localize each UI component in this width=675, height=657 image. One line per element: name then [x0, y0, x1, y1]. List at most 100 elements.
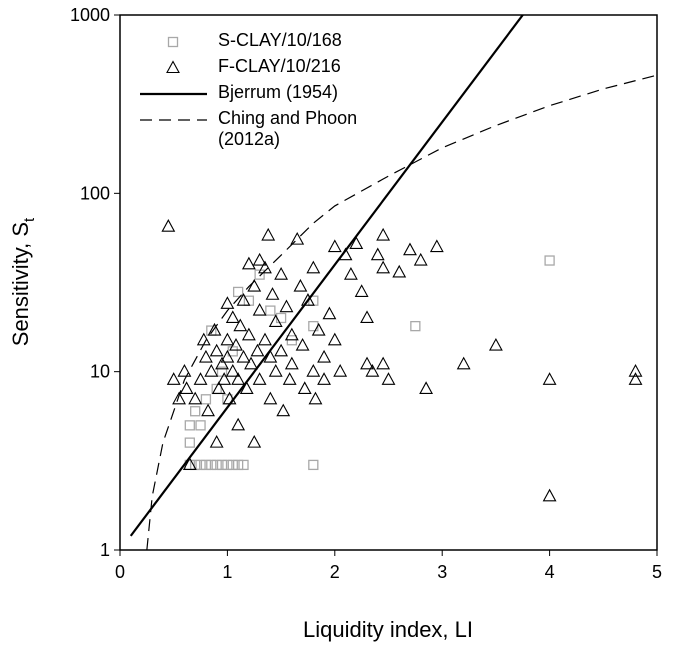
- triangle-marker: [284, 327, 299, 341]
- triangle-marker: [276, 403, 291, 417]
- triangle-marker: [403, 242, 417, 256]
- triangle-marker: [488, 337, 503, 351]
- triangle-marker: [306, 260, 321, 274]
- x-tick-label: 2: [330, 562, 340, 582]
- triangle-marker: [429, 239, 444, 253]
- triangle-marker: [274, 343, 289, 357]
- triangle-marker: [225, 310, 240, 324]
- square-marker: [184, 437, 195, 448]
- triangle-marker: [297, 381, 312, 394]
- square-marker: [265, 305, 276, 316]
- triangle-marker: [241, 327, 256, 341]
- triangle-marker: [236, 293, 251, 306]
- trend-line: [129, 15, 524, 537]
- legend-label: S-CLAY/10/168: [218, 30, 342, 50]
- triangle-marker: [247, 434, 262, 448]
- triangle-marker: [258, 260, 272, 274]
- x-tick-label: 3: [437, 562, 447, 582]
- x-tick-label: 1: [222, 562, 232, 582]
- square-marker: [227, 346, 238, 357]
- square-marker: [238, 459, 249, 471]
- square-marker: [232, 459, 244, 471]
- y-axis-label-sub: t: [21, 217, 38, 222]
- triangle-marker: [308, 391, 323, 405]
- triangle-marker: [542, 372, 557, 385]
- square-marker: [308, 459, 319, 471]
- legend-entry: Ching and Phoon (2012a): [218, 108, 357, 149]
- triangle-marker: [217, 372, 232, 385]
- triangle-marker: [333, 364, 348, 377]
- triangle-marker: [295, 337, 310, 351]
- triangle-marker: [233, 318, 248, 332]
- triangle-marker: [220, 332, 235, 346]
- triangle-marker: [293, 278, 308, 292]
- triangle-marker: [365, 364, 380, 377]
- triangle-marker: [542, 488, 557, 502]
- triangle-marker: [179, 381, 194, 394]
- trend-line: [146, 74, 657, 550]
- triangle-marker: [413, 252, 428, 266]
- triangle-marker: [198, 349, 213, 363]
- triangle-marker: [166, 372, 181, 385]
- square-marker: [222, 459, 233, 471]
- square-marker: [211, 459, 222, 471]
- triangle-marker: [327, 239, 342, 253]
- plot-area: [129, 15, 657, 550]
- triangle-marker: [392, 264, 407, 278]
- triangle-marker: [419, 381, 434, 394]
- triangle-marker: [628, 372, 643, 385]
- y-tick-label: 1: [100, 540, 110, 560]
- triangle-marker: [306, 364, 321, 377]
- y-tick-label: 100: [80, 183, 110, 203]
- triangle-marker: [279, 299, 294, 313]
- triangle-marker: [628, 364, 643, 377]
- triangle-marker: [370, 247, 385, 261]
- triangle-marker: [220, 349, 235, 363]
- square-marker: [227, 459, 238, 471]
- square-marker: [254, 269, 265, 280]
- triangle-marker: [166, 60, 180, 74]
- square-marker: [195, 459, 206, 471]
- triangle-marker: [252, 302, 267, 316]
- triangle-marker: [282, 372, 297, 385]
- triangle-marker: [265, 287, 280, 300]
- triangle-marker: [236, 349, 251, 363]
- legend-label: Bjerrum (1954): [218, 82, 339, 102]
- legend-entry: Bjerrum (1954): [218, 82, 339, 102]
- triangle-marker: [274, 266, 289, 280]
- triangle-marker: [244, 356, 258, 370]
- triangle-marker: [322, 306, 337, 320]
- triangle-marker: [360, 356, 374, 370]
- triangle-marker: [241, 256, 256, 270]
- triangle-marker: [327, 332, 342, 346]
- legend-label: F-CLAY/10/216: [218, 56, 341, 76]
- triangle-marker: [188, 391, 203, 405]
- triangle-marker: [456, 356, 471, 370]
- triangle-marker: [201, 403, 215, 417]
- triangle-marker: [317, 349, 331, 363]
- triangle-marker: [252, 372, 267, 385]
- triangle-marker: [354, 284, 369, 297]
- triangle-marker: [349, 236, 364, 250]
- x-tick-label: 4: [545, 562, 555, 582]
- square-marker: [167, 36, 179, 48]
- triangle-marker: [284, 356, 299, 370]
- triangle-marker: [207, 322, 222, 336]
- legend-entry: S-CLAY/10/168: [218, 30, 342, 50]
- triangle-marker: [376, 227, 391, 241]
- triangle-marker: [290, 231, 305, 245]
- legend-entry: F-CLAY/10/216: [218, 56, 341, 76]
- triangle-marker: [209, 434, 224, 448]
- y-axis-label-main: Sensitivity, S: [8, 222, 33, 346]
- x-tick-label: 0: [115, 562, 125, 582]
- triangle-marker: [231, 417, 246, 431]
- x-tick-label: 5: [652, 562, 662, 582]
- triangle-marker: [211, 381, 226, 394]
- y-tick-label: 1000: [70, 5, 110, 25]
- square-marker: [184, 420, 195, 431]
- square-marker: [308, 320, 319, 332]
- square-marker: [275, 312, 287, 324]
- triangle-marker: [225, 364, 240, 377]
- square-marker: [232, 286, 244, 298]
- triangle-marker: [247, 278, 262, 292]
